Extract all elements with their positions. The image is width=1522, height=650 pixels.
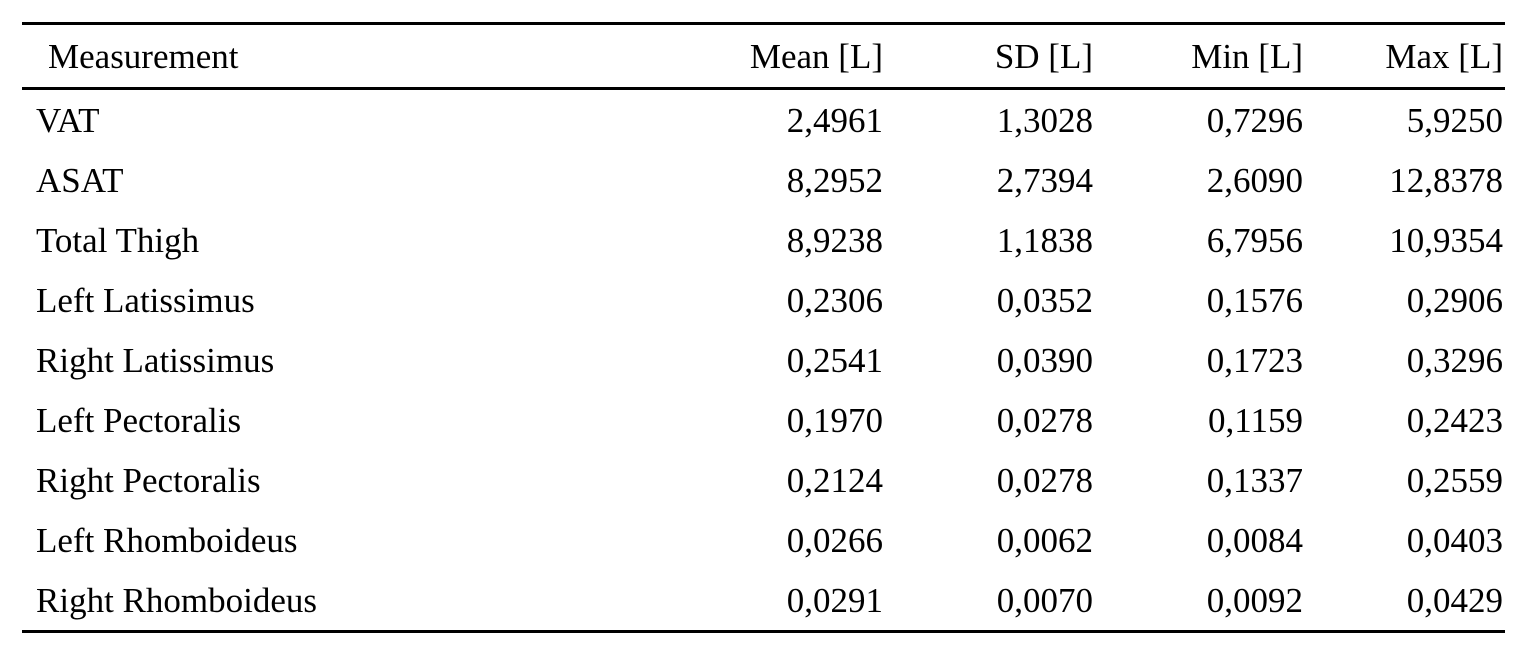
measurement-label: Right Rhomboideus (36, 580, 317, 620)
table-row-right-rhomboideus: Right Rhomboideus 0,0291 0,0070 0,0092 0… (22, 570, 1505, 632)
sd-value: 0,0278 (996, 400, 1093, 440)
measurement-label: Right Latissimus (36, 340, 275, 380)
sd-value: 1,3028 (996, 100, 1093, 140)
column-header-sd: SD [L] (885, 23, 1095, 90)
min-value: 0,0092 (1206, 580, 1303, 620)
min-value: 6,7956 (1206, 220, 1303, 260)
table-row-total-thigh: Total Thigh 8,9238 1,1838 6,7956 10,9354 (22, 210, 1505, 270)
table-body: VAT 2,4961 1,3028 0,7296 5,9250 ASAT 8,2… (22, 89, 1505, 632)
column-header-max: Max [L] (1305, 23, 1505, 90)
measurement-label: Left Rhomboideus (36, 520, 298, 560)
max-value: 0,3296 (1406, 340, 1503, 380)
max-value: 0,0403 (1406, 520, 1503, 560)
min-value: 0,1159 (1208, 400, 1303, 440)
measurement-stats-table: Measurement Mean [L] SD [L] Min [L] Max … (22, 22, 1505, 633)
min-value: 0,1337 (1206, 460, 1303, 500)
measurement-label: ASAT (36, 160, 124, 200)
table-row-left-latissimus: Left Latissimus 0,2306 0,0352 0,1576 0,2… (22, 270, 1505, 330)
max-value: 5,9250 (1406, 100, 1503, 140)
min-value: 2,6090 (1206, 160, 1303, 200)
max-value: 0,2906 (1406, 280, 1503, 320)
mean-value: 8,2952 (786, 160, 883, 200)
sd-value: 0,0062 (996, 520, 1093, 560)
table-row-left-rhomboideus: Left Rhomboideus 0,0266 0,0062 0,0084 0,… (22, 510, 1505, 570)
mean-value: 0,0266 (786, 520, 883, 560)
sd-value: 0,0352 (996, 280, 1093, 320)
min-value: 0,1576 (1206, 280, 1303, 320)
max-value: 0,2423 (1406, 400, 1503, 440)
mean-value: 0,2541 (786, 340, 883, 380)
max-value: 10,9354 (1389, 220, 1503, 260)
table-row-right-pectoralis: Right Pectoralis 0,2124 0,0278 0,1337 0,… (22, 450, 1505, 510)
mean-value: 8,9238 (786, 220, 883, 260)
max-value: 0,0429 (1406, 580, 1503, 620)
sd-value: 0,0278 (996, 460, 1093, 500)
table-row-right-latissimus: Right Latissimus 0,2541 0,0390 0,1723 0,… (22, 330, 1505, 390)
max-value: 0,2559 (1406, 460, 1503, 500)
sd-value: 0,0070 (996, 580, 1093, 620)
mean-value: 0,1970 (786, 400, 883, 440)
min-value: 0,0084 (1206, 520, 1303, 560)
column-header-mean: Mean [L] (677, 23, 885, 90)
min-value: 0,7296 (1206, 100, 1303, 140)
sd-value: 2,7394 (996, 160, 1093, 200)
min-value: 0,1723 (1206, 340, 1303, 380)
column-header-measurement: Measurement (22, 23, 677, 90)
measurement-label: Right Pectoralis (36, 460, 261, 500)
mean-value: 0,2306 (786, 280, 883, 320)
table-row-asat: ASAT 8,2952 2,7394 2,6090 12,8378 (22, 150, 1505, 210)
table-header: Measurement Mean [L] SD [L] Min [L] Max … (22, 23, 1505, 90)
table-row-left-pectoralis: Left Pectoralis 0,1970 0,0278 0,1159 0,2… (22, 390, 1505, 450)
sd-value: 0,0390 (996, 340, 1093, 380)
sd-value: 1,1838 (996, 220, 1093, 260)
max-value: 12,8378 (1389, 160, 1503, 200)
table-row-vat: VAT 2,4961 1,3028 0,7296 5,9250 (22, 89, 1505, 151)
measurement-label: Left Pectoralis (36, 400, 242, 440)
column-header-min: Min [L] (1095, 23, 1305, 90)
table-header-row: Measurement Mean [L] SD [L] Min [L] Max … (22, 23, 1505, 90)
mean-value: 0,0291 (786, 580, 883, 620)
measurement-label: Total Thigh (36, 220, 200, 260)
measurement-label: Left Latissimus (36, 280, 255, 320)
measurement-label: VAT (36, 100, 100, 140)
mean-value: 0,2124 (786, 460, 883, 500)
mean-value: 2,4961 (786, 100, 883, 140)
